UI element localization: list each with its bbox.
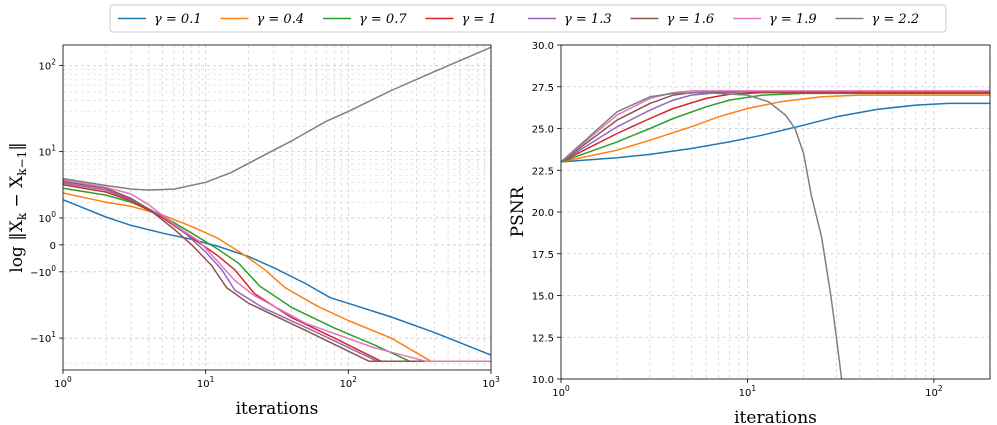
series-line-1 (561, 91, 990, 163)
left-chart-panel: 100 101 102 103 102 101 100 0 −100 −101 iterations… (7, 44, 500, 419)
series-group (63, 46, 491, 363)
grid (62, 45, 492, 370)
y-tick-label: 0 (50, 241, 56, 252)
legend-label: γ = 1.3 (564, 12, 612, 27)
series-group (561, 90, 990, 379)
x-tick-label: 101 (739, 384, 757, 399)
series-line-1.9 (63, 179, 491, 363)
right-chart-panel: 100 101 102 10.0 12.5 15.0 17.5 20.0 22.5 25.0 27.… (508, 41, 991, 425)
series-line-1.6 (63, 180, 491, 363)
y-tick-label: −101 (30, 330, 56, 345)
y-tick-label: 12.5 (532, 333, 554, 344)
legend-label: γ = 0.7 (359, 12, 407, 27)
x-tick-label: 102 (925, 384, 943, 399)
y-tick-label: 30.0 (532, 41, 554, 52)
series-line-1 (63, 183, 491, 363)
x-tick-label: 101 (197, 375, 215, 390)
y-tick-label: 17.5 (532, 250, 554, 261)
series-line-0.7 (63, 187, 491, 363)
series-line-0.4 (561, 94, 990, 163)
y-tick-label: −100 (30, 264, 56, 279)
series-line-1.9 (561, 90, 990, 163)
y-axis-label: log ‖Xk − Xk−1‖ (7, 142, 29, 272)
series-line-0.1 (63, 199, 491, 356)
y-tick-label: 27.5 (532, 83, 554, 94)
legend-label: γ = 1.9 (769, 12, 817, 27)
y-tick-label: 100 (38, 210, 56, 225)
legend-label: γ = 1.6 (667, 12, 715, 27)
x-tick-label: 103 (482, 375, 500, 390)
x-axis-label: iterations (236, 399, 319, 419)
y-tick-label: 22.5 (532, 166, 554, 177)
y-tick-label: 15.0 (532, 292, 554, 303)
series-line-2.2 (561, 91, 843, 379)
legend-label: γ = 1 (462, 12, 497, 27)
legend-label: γ = 2.2 (872, 12, 920, 27)
y-tick-label: 101 (38, 144, 56, 159)
y-tick-label: 10.0 (532, 375, 554, 386)
y-tick-label: 20.0 (532, 208, 554, 219)
y-axis-label: PSNR (508, 185, 528, 237)
series-line-1.3 (63, 182, 491, 363)
plot-frame (62, 44, 492, 371)
series-line-0.7 (561, 92, 990, 163)
legend-label: γ = 0.4 (257, 12, 305, 27)
x-tick-label: 102 (340, 375, 358, 390)
series-line-0.1 (561, 102, 990, 163)
legend-label: γ = 0.1 (154, 12, 202, 27)
series-line-0.4 (63, 192, 491, 363)
x-axis-label: iterations (734, 408, 817, 425)
grid (560, 44, 991, 380)
series-line-2.2 (63, 46, 491, 191)
y-tick-label: 25.0 (532, 125, 554, 136)
legend: γ = 0.1 γ = 0.4 γ = 0.7 γ = 1 γ = 1.3 γ = 1.6… (109, 4, 947, 33)
x-tick-label: 100 (552, 384, 570, 399)
x-tick-label: 100 (54, 375, 72, 390)
series-line-1.6 (561, 91, 990, 163)
y-tick-label: 102 (38, 57, 56, 72)
